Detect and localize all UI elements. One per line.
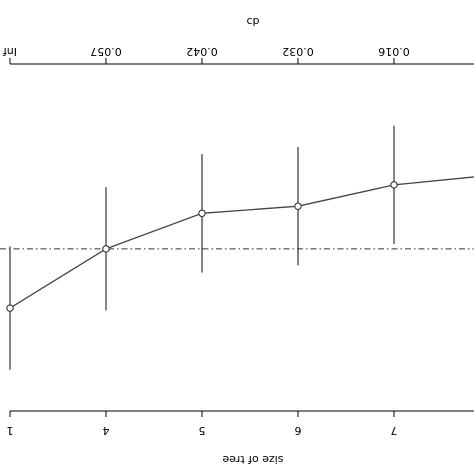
data-point bbox=[198, 209, 206, 218]
data-point bbox=[390, 181, 398, 189]
top-axis: cp Inf 0.057 0.042 0.032 0.016 bbox=[2, 14, 474, 65]
bottom-axis: size of tree 1 4 5 6 7 bbox=[7, 410, 474, 466]
data-point bbox=[102, 245, 110, 253]
data-point bbox=[6, 304, 14, 312]
x-axis-title: size of tree bbox=[222, 453, 283, 466]
x-tick-label: 7 bbox=[391, 424, 398, 437]
top-tick-label: 0.032 bbox=[282, 45, 314, 58]
top-tick-label: 0.016 bbox=[378, 45, 410, 58]
x-tick-label: 5 bbox=[199, 424, 206, 437]
data-point bbox=[294, 202, 302, 210]
top-tick-label: 0.042 bbox=[186, 45, 218, 58]
top-tick-label: 0.057 bbox=[90, 45, 122, 58]
series-line-0 bbox=[9, 176, 474, 309]
x-tick-label: 1 bbox=[7, 424, 14, 437]
top-axis-title: cp bbox=[246, 14, 259, 27]
top-tick-label: Inf bbox=[2, 45, 17, 58]
x-tick-label: 6 bbox=[295, 424, 302, 437]
series-layer bbox=[6, 125, 474, 370]
x-tick-label: 4 bbox=[103, 424, 110, 437]
